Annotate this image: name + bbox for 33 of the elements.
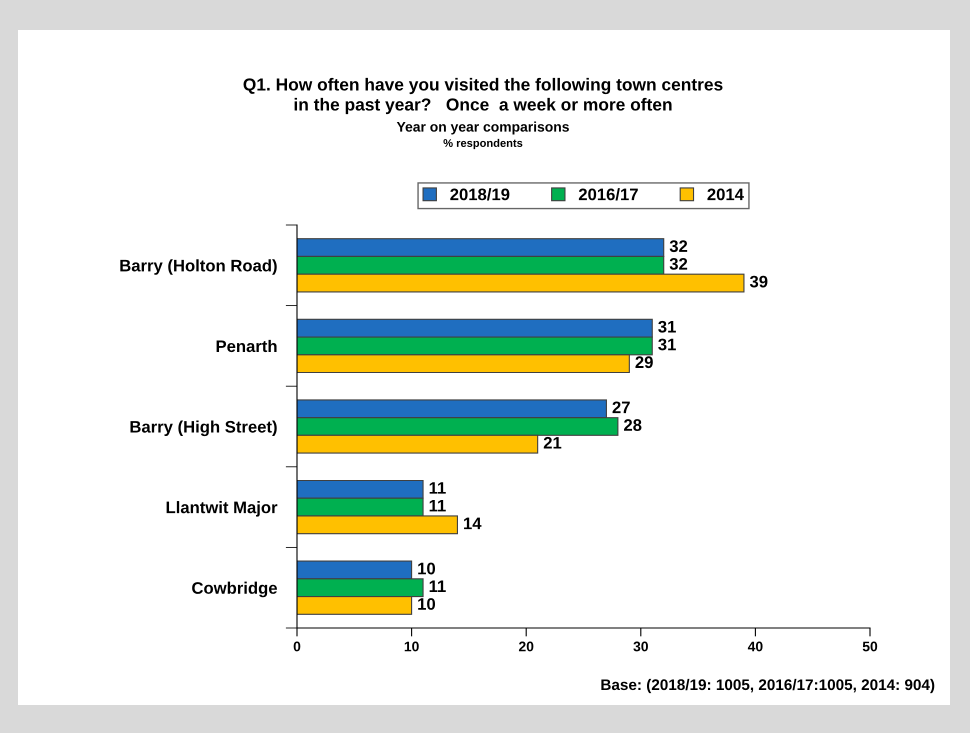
data-label: 27 — [612, 401, 630, 414]
legend-label: 2018/19 — [450, 188, 510, 200]
x-tick-label: 0 — [294, 642, 300, 652]
data-label: 32 — [670, 240, 688, 252]
y-tick-label: Barry (High Street) — [130, 420, 277, 436]
text: % respondents — [443, 138, 522, 150]
data-label: 10 — [418, 562, 436, 574]
data-label: 31 — [658, 338, 676, 350]
data-label: 31 — [658, 320, 676, 333]
chart-subtitle: Year on year comparisons — [396, 122, 569, 134]
legend-label: 2014 — [707, 188, 744, 200]
data-label: 21 — [544, 436, 562, 449]
x-tick-label: 20 — [518, 642, 534, 652]
x-tick-label: 30 — [633, 642, 648, 652]
y-tick-label: Barry (Holton Road) — [120, 259, 277, 275]
legend-label: 2016/17 — [578, 188, 638, 200]
chart-title: Q1. How often have you visited the following town centres in the past year? Once a week or more often — [244, 78, 722, 114]
data-label: 10 — [418, 598, 436, 610]
data-label: 14 — [464, 518, 482, 530]
y-tick-label: Cowbridge — [192, 582, 277, 598]
y-tick-label: Llantwit Major — [166, 501, 278, 517]
text: Base: (2018/19: 1005, 2016/17:1005, 2014: 904) — [601, 678, 934, 694]
x-tick-label: 50 — [862, 642, 878, 652]
data-label: 11 — [430, 482, 446, 494]
data-label: 11 — [430, 500, 446, 512]
data-label: 29 — [635, 356, 653, 368]
x-tick-label: 10 — [404, 642, 419, 652]
data-label: 39 — [750, 276, 768, 288]
x-tick-label: 40 — [748, 642, 763, 652]
data-label: 11 — [430, 580, 446, 592]
y-tick-label: Penarth — [216, 340, 277, 352]
data-label: 28 — [624, 419, 642, 431]
data-label: 32 — [670, 258, 688, 270]
